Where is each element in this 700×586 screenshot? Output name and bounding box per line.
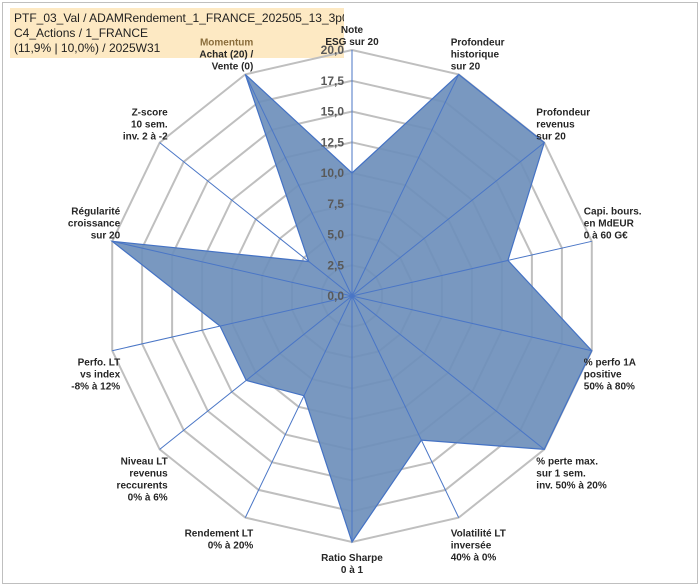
spoke-8: [244, 295, 353, 518]
axis-label: Rendement LT 0% à 20%: [185, 529, 254, 552]
axis-label: Ratio Sharpe 0 à 1: [321, 553, 383, 576]
spoke-10: [112, 295, 353, 352]
spoke-5: [351, 295, 545, 450]
spoke-4: [351, 295, 592, 352]
axis-label: Momentum Achat (20) / Vente (0): [199, 37, 253, 72]
axis-label: Profondeur historique sur 20: [451, 37, 505, 72]
tick-label: 5,0: [327, 228, 344, 242]
title-line-3: (11,9% | 10,0%) / 2025W31: [14, 41, 161, 55]
chart-title-box: PTF_03_Val / ADAMRendement_1_FRANCE_2025…: [10, 8, 344, 58]
spoke-11: [112, 240, 353, 297]
tick-label: 10,0: [321, 166, 345, 180]
tick-label: 7,5: [327, 197, 344, 211]
tick-label: 17,5: [321, 74, 345, 88]
axis-label: Régularité croissance sur 20: [68, 206, 121, 241]
axis-label: % perte max. sur 1 sem. inv. 50% à 20%: [536, 456, 607, 491]
title-line-2: C4_Actions / 1_FRANCE: [14, 26, 149, 40]
axis-label: Profondeur revenus sur 20: [536, 108, 590, 143]
spoke-9: [159, 295, 353, 450]
spoke-13: [244, 74, 353, 297]
spoke-6: [351, 295, 460, 518]
tick-label: 12,5: [321, 135, 345, 149]
tick-label: 15,0: [321, 105, 345, 119]
tick-label: 2,5: [327, 258, 344, 272]
axis-label: Volatilité LT inversée 40% à 0%: [451, 529, 506, 564]
tick-label: 20,0: [321, 43, 345, 57]
spoke-3: [351, 240, 592, 297]
spoke-2: [351, 142, 545, 297]
axis-label: Perfo. LT vs index -8% à 12%: [71, 358, 120, 393]
spoke-12: [159, 142, 353, 297]
axis-label: Note ESG sur 20: [325, 25, 379, 48]
axis-label: Niveau LT revenus reccurents 0% à 6%: [117, 456, 169, 503]
axis-label: Z-score 10 sem. inv. 2 à -2: [123, 108, 168, 143]
title-line-1: PTF_03_Val / ADAMRendement_1_FRANCE_2025…: [14, 11, 344, 25]
spoke-1: [351, 74, 460, 297]
tick-label: 0,0: [327, 289, 344, 303]
axis-label: % perfo 1A positive 50% à 80%: [584, 358, 636, 393]
axis-label: Capi. bours. en MdEUR 0 à 60 G€: [584, 206, 642, 241]
